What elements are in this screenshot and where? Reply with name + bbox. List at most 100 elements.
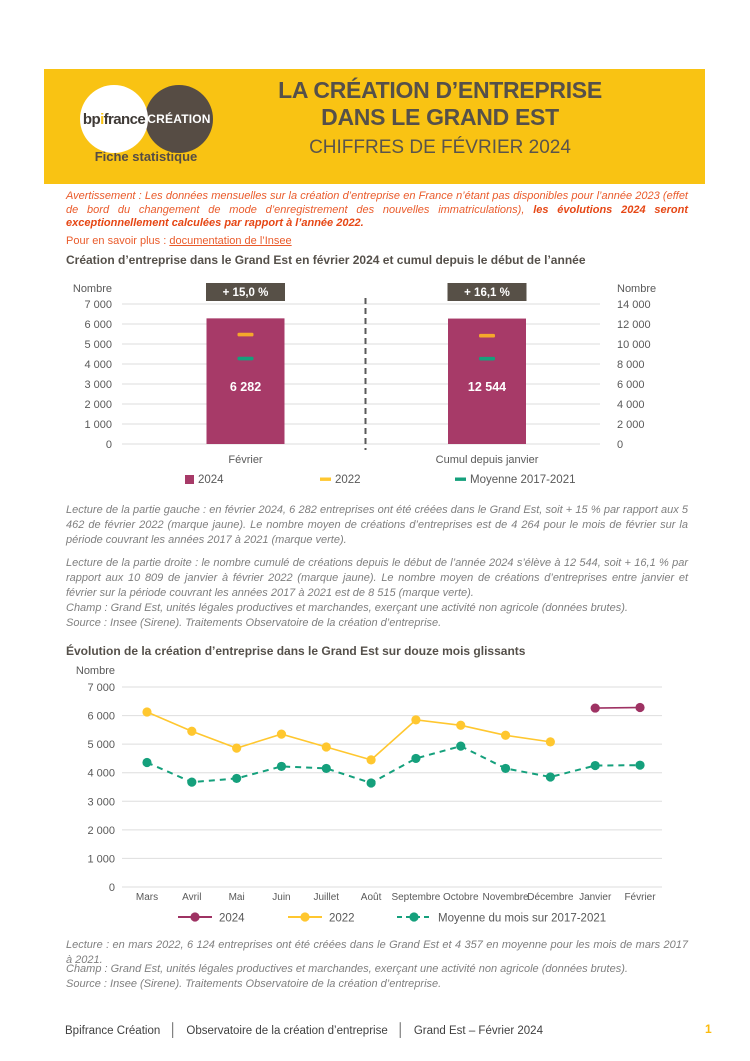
source-note-1: Source : Insee (Sirene). Traitements Obs… (66, 617, 442, 629)
right-axis-tick-label: 12 000 (617, 319, 651, 331)
legend-label: Moyenne du mois sur 2017-2021 (438, 913, 606, 925)
bar-value-label: 6 282 (230, 380, 261, 394)
y-axis-tick-label: 2 000 (87, 825, 115, 837)
category-label: Février (228, 454, 263, 466)
data-point-Moyenne du mois sur 2017-2021 (187, 777, 197, 787)
warning-paragraph: Avertissement : Les données mensuelles s… (66, 190, 688, 231)
left-axis-unit-label: Nombre (73, 283, 112, 295)
bar-chart-creation-february: Nombre Nombre 7 000 6 000 5 000 4 000 3 000 2 0… (73, 283, 656, 486)
insee-documentation-link[interactable]: documentation de l’Insee (169, 235, 292, 247)
y-axis-tick-label: 1 000 (87, 853, 115, 865)
page-title-line2: DANS LE GRAND EST (321, 104, 559, 130)
marker-2022 (237, 332, 254, 337)
footer-org: Observatoire de la création d’entreprise (186, 1025, 388, 1037)
right-axis-tick-label: 14 000 (617, 299, 651, 311)
data-point-2022 (500, 730, 511, 740)
data-point-Moyenne du mois sur 2017-2021 (545, 772, 555, 782)
marker-moyenne-2017-2021 (237, 356, 254, 361)
legend-label-2024: 2024 (198, 474, 224, 486)
bpifrance-wordmark: bpifrance (82, 110, 146, 128)
data-point-2022 (276, 729, 287, 739)
lecture-paragraph-2: Lecture : en mars 2022, 6 124 entreprise… (66, 939, 688, 966)
left-axis-tick-label: 1 000 (84, 419, 112, 431)
right-axis-tick-label: 4 000 (617, 399, 645, 411)
data-point-2022 (232, 743, 242, 753)
y-axis-tick-label: 6 000 (87, 711, 115, 723)
data-point-2022 (321, 742, 331, 752)
lecture-left-paragraph: Lecture de la partie gauche : en février… (66, 504, 688, 546)
bar-2024 (206, 318, 285, 444)
bar-2024 (448, 318, 526, 444)
left-axis-tick-label: 5 000 (84, 339, 112, 351)
right-axis-tick-label: 8 000 (617, 359, 645, 371)
right-axis-unit-label: Nombre (617, 283, 656, 295)
more-info-row: Pour en savoir plus : documentation de l… (66, 235, 688, 247)
left-axis-tick-label: 3 000 (84, 379, 112, 391)
month-label: Juin (272, 892, 290, 903)
lecture-right-paragraph: Lecture de la partie droite : le nombre … (66, 557, 688, 599)
month-label: Octobre (443, 892, 479, 903)
data-point-2022 (366, 755, 376, 765)
data-point-Moyenne du mois sur 2017-2021 (142, 757, 152, 768)
data-point-Moyenne du mois sur 2017-2021 (232, 773, 242, 784)
footer: Bpifrance Création │ Observatoire de la cr… (65, 1022, 705, 1037)
growth-badge-label: + 16,1 % (464, 287, 510, 299)
y-axis-tick-label: 3 000 (87, 796, 115, 808)
y-axis-tick-label: 7 000 (87, 682, 115, 694)
warning-text-bold: les évolutions 2024 seront exceptionnell… (66, 203, 688, 230)
y-axis-unit-label: Nombre (76, 665, 115, 677)
bar-value-label: 12 544 (468, 380, 506, 394)
footer-separator: │ (396, 1022, 405, 1037)
line-series-2024 (595, 706, 641, 709)
right-axis-tick-label: 10 000 (617, 339, 651, 351)
legend-label: 2024 (219, 913, 245, 925)
chart1-title: Création d’entreprise dans le Grand Est … (66, 253, 586, 267)
legend-dot (190, 912, 200, 922)
legend-label: 2022 (329, 913, 355, 925)
data-point-2024 (590, 703, 600, 713)
source-note-2: Source : Insee (Sirene). Traitements Obs… (66, 978, 442, 990)
growth-badge (447, 283, 527, 301)
data-point-Moyenne du mois sur 2017-2021 (500, 763, 511, 774)
more-info-label: Pour en savoir plus : (66, 235, 170, 247)
data-point-Moyenne du mois sur 2017-2021 (456, 741, 466, 751)
marker-moyenne-2017-2021 (479, 356, 495, 361)
month-label: Septembre (391, 892, 440, 903)
champ-note-2: Champ : Grand Est, unités légales produc… (66, 963, 628, 975)
data-point-2022 (456, 720, 466, 730)
legend-swatch-2022 (320, 477, 331, 481)
data-point-Moyenne du mois sur 2017-2021 (635, 760, 645, 770)
champ-note-1: Champ : Grand Est, unités légales produc… (66, 602, 628, 614)
footer-separator: │ (169, 1022, 178, 1037)
line-series-2022 (146, 711, 551, 761)
page-subtitle: CHIFFRES DE FÉVRIER 2024 (309, 137, 571, 158)
category-label: Cumul depuis janvier (436, 454, 539, 466)
page-number: 1 (705, 1022, 712, 1036)
month-label: Février (624, 892, 656, 903)
left-axis-tick-label: 7 000 (84, 299, 112, 311)
data-point-2022 (187, 726, 197, 736)
y-axis-tick-label: 4 000 (87, 768, 115, 780)
legend-dot (409, 912, 419, 922)
footer-context: Grand Est – Février 2024 (413, 1025, 543, 1037)
data-point-2022 (545, 737, 555, 747)
legend-swatch-moyenne (455, 477, 466, 481)
creation-logo: CRÉATION (145, 85, 213, 153)
growth-badge-label: + 15,0 % (223, 287, 269, 299)
month-label: Janvier (579, 892, 612, 903)
month-label: Mars (136, 892, 158, 903)
right-axis-tick-label: 2 000 (617, 419, 645, 431)
growth-badge (206, 283, 285, 301)
legend-swatch-2024 (185, 475, 194, 484)
right-axis-tick-label: 6 000 (617, 379, 645, 391)
legend-dot (300, 912, 310, 922)
data-point-Moyenne du mois sur 2017-2021 (276, 761, 287, 772)
header-tagline: Fiche statistique (94, 149, 198, 164)
header-title-block: LA CRÉATION D’ENTREPRISE DANS LE GRAND E… (230, 77, 650, 160)
data-point-2022 (411, 715, 421, 725)
line-chart-twelve-months: Nombre 7 000 6 000 5 000 4 000 3 000 2 000 1 00… (76, 665, 662, 925)
header-band: bpifrance CRÉATION Fiche statistique LA … (44, 69, 705, 184)
footer-brand: Bpifrance Création (65, 1025, 161, 1037)
legend-label-moyenne: Moyenne 2017-2021 (470, 474, 576, 486)
warning-text: Avertissement : Les données mensuelles s… (66, 190, 688, 216)
